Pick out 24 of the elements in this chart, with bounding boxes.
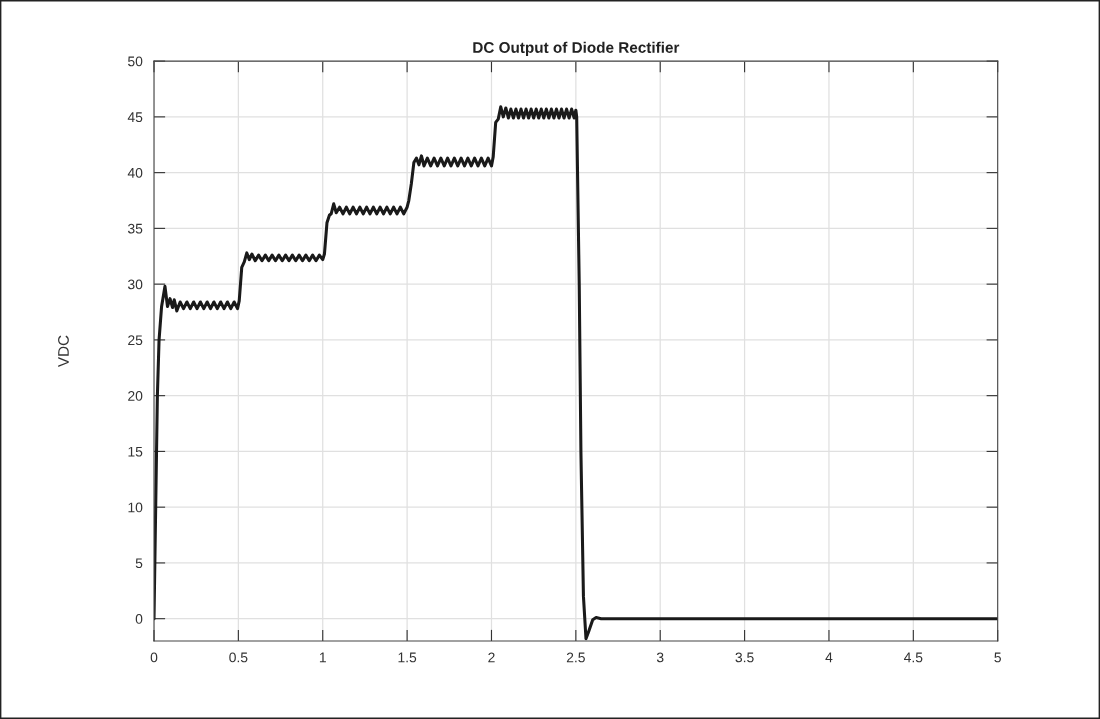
x-tick-label: 3.5 xyxy=(735,652,754,663)
x-tick-label: 4.5 xyxy=(904,652,923,663)
y-tick-label: 30 xyxy=(127,279,143,290)
y-axis-title: VDC xyxy=(58,335,69,368)
y-tick-label: 45 xyxy=(127,112,143,123)
y-tick-label: 25 xyxy=(128,335,143,346)
x-tick-label: 3 xyxy=(656,652,664,663)
y-tick-label: 35 xyxy=(127,223,143,234)
x-tick-label: 2.5 xyxy=(566,652,585,663)
x-tick-label: 4 xyxy=(825,652,833,663)
y-tick-label: 50 xyxy=(128,56,143,67)
x-tick-label: 0 xyxy=(150,652,158,663)
x-tick-label: 5 xyxy=(994,652,1001,663)
y-tick-label: 40 xyxy=(127,167,143,178)
y-tick-label: 0 xyxy=(135,614,143,624)
y-tick-label: 20 xyxy=(128,390,143,401)
y-tick-label: 15 xyxy=(128,446,143,457)
x-tick-label: 2 xyxy=(488,652,495,663)
x-tick-label: 1.5 xyxy=(398,652,417,663)
x-tick-label: 0.5 xyxy=(229,652,248,663)
y-tick-label: 10 xyxy=(128,502,143,513)
chart-title: DC Output of Diode Rectifier xyxy=(473,41,680,56)
x-tick-label: 1 xyxy=(319,652,326,663)
y-tick-label: 5 xyxy=(135,558,143,569)
